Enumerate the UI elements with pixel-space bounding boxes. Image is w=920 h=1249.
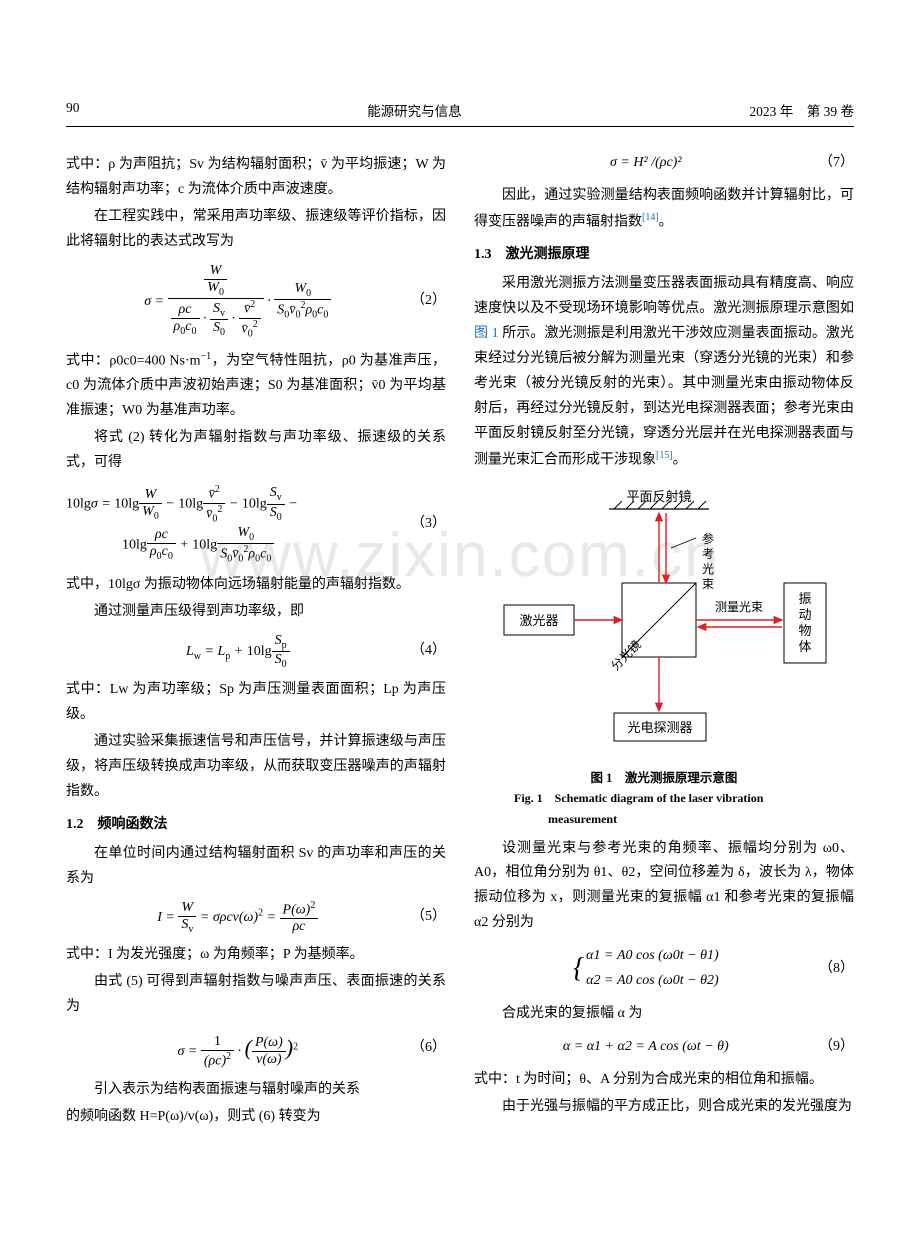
body-text: 式中，10lgσ 为振动物体向远场辐射能量的声辐射指数。 bbox=[66, 573, 446, 598]
body-text: 设测量光束与参考光束的角频率、振幅均分别为 ω0、A0，相位角分别为 θ1、θ2… bbox=[474, 837, 854, 937]
citation-ref: [15] bbox=[656, 450, 673, 461]
two-column-body: 式中：ρ 为声阻抗；Sv 为结构辐射面积；v̄ 为平均振速；W 为结构辐射声功率… bbox=[66, 151, 854, 1130]
figure-ref: 图 1 bbox=[474, 326, 502, 341]
citation-ref: [14] bbox=[642, 212, 659, 223]
svg-text:物: 物 bbox=[798, 623, 811, 638]
equation-4: Lw = Lp + 10lgSpS0 （4） bbox=[66, 633, 446, 671]
equation-5: I = WSv = σρcv(ω)2 = P(ω)2ρc （5） bbox=[66, 900, 446, 936]
body-text: 将式 (2) 转化为声辐射指数与声功率级、振速级的关系式，可得 bbox=[66, 426, 446, 476]
equation-3: 10lgσ = 10lgWW0 − 10lgv̄2v̄02 − 10lgSvS0… bbox=[66, 484, 446, 565]
body-text: 由式 (5) 可得到声辐射指数与噪声声压、表面振速的关系为 bbox=[66, 970, 446, 1020]
body-text: 式中：ρ 为声阻抗；Sv 为结构辐射面积；v̄ 为平均振速；W 为结构辐射声功率… bbox=[66, 153, 446, 203]
equation-number: （7） bbox=[798, 151, 854, 176]
figure-caption-cn: 图 1 激光测振原理示意图 bbox=[474, 769, 854, 788]
svg-text:振: 振 bbox=[798, 591, 811, 606]
body-text: 采用激光测振方法测量变压器表面振动具有精度高、响应速度快以及不受现场环境影响等优… bbox=[474, 272, 854, 473]
svg-text:动: 动 bbox=[798, 607, 811, 622]
svg-text:考: 考 bbox=[702, 547, 714, 561]
equation-number: （4） bbox=[390, 639, 446, 664]
equation-number: （6） bbox=[390, 1036, 446, 1061]
body-text: 通过实验采集振速信号和声压信号，并计算振速级与声压级，将声压级转换成声功率级，从… bbox=[66, 730, 446, 805]
body-text: 由于光强与振幅的平方成正比，则合成光束的发光强度为 bbox=[474, 1095, 854, 1120]
fig-label-splitter: 分光镜 bbox=[608, 637, 644, 673]
body-text: 式中：I 为发光强度；ω 为角频率；P 为基频率。 bbox=[66, 943, 446, 968]
equation-number: （2） bbox=[390, 289, 446, 314]
body-text: 式中：Lw 为声功率级；Sp 为声压测量表面面积；Lp 为声压级。 bbox=[66, 678, 446, 728]
body-text: 引入表示为结构表面振速与辐射噪声的关系 bbox=[66, 1078, 446, 1103]
fig-label-meas-beam: 测量光束 bbox=[715, 600, 763, 614]
body-text: 在工程实践中，常采用声功率级、振速级等评价指标，因此将辐射比的表达式改写为 bbox=[66, 205, 446, 255]
section-heading: 1.2 频响函数法 bbox=[66, 813, 446, 838]
body-text: 通过测量声压级得到声功率级，即 bbox=[66, 600, 446, 625]
svg-text:束: 束 bbox=[702, 577, 714, 591]
body-text: 合成光束的复振幅 α 为 bbox=[474, 1002, 854, 1027]
figure-1: 平面反射镜 分光镜 激光器 振 动 物 bbox=[474, 483, 854, 830]
equation-number: （3） bbox=[390, 512, 446, 537]
fig-label-detector: 光电探测器 bbox=[627, 720, 692, 735]
body-text: 因此，通过实验测量结构表面频响函数并计算辐射比，可得变压器噪声的声辐射指数[14… bbox=[474, 184, 854, 235]
equation-number: （9） bbox=[798, 1035, 854, 1060]
figure-1-svg: 平面反射镜 分光镜 激光器 振 动 物 bbox=[474, 483, 844, 753]
equation-7: σ = H² /(ρc)² （7） bbox=[474, 151, 854, 176]
equation-6: σ = 1(ρc)2 · (P(ω)v(ω))2 （6） bbox=[66, 1028, 446, 1070]
equation-number: （8） bbox=[798, 957, 854, 982]
svg-text:光: 光 bbox=[702, 562, 714, 576]
equation-8: { α1 = A0 cos (ω0t − θ1) α2 = A0 cos (ω0… bbox=[474, 944, 854, 994]
section-heading: 1.3 激光测振原理 bbox=[474, 243, 854, 268]
journal-title: 能源研究与信息 bbox=[367, 100, 462, 120]
equation-2: σ = WW0 ρcρ0c0 · SvS0 · v̄2v̄02 · W0S0v̄… bbox=[66, 263, 446, 340]
page-number: 90 bbox=[66, 100, 80, 120]
page-content: 90 能源研究与信息 2023 年 第 39 卷 式中：ρ 为声阻抗；Sv 为结… bbox=[0, 0, 920, 1160]
fig-label-laser: 激光器 bbox=[519, 613, 558, 628]
figure-caption-en: Fig. 1 Schematic diagram of the laser vi… bbox=[514, 788, 834, 831]
equation-number: （5） bbox=[390, 905, 446, 930]
year-volume: 2023 年 第 39 卷 bbox=[749, 100, 854, 120]
equation-9: α = α1 + α2 = A cos (ωt − θ) （9） bbox=[474, 1035, 854, 1060]
body-text: 的频响函数 H=P(ω)/v(ω)，则式 (6) 转变为 bbox=[66, 1105, 446, 1130]
body-text: 式中：ρ0c0=400 Ns·m−1，为空气特性阻抗，ρ0 为基准声压，c0 为… bbox=[66, 348, 446, 424]
body-text: 在单位时间内通过结构辐射面积 Sv 的声功率和声压的关系为 bbox=[66, 842, 446, 892]
svg-text:体: 体 bbox=[798, 639, 811, 654]
svg-text:参: 参 bbox=[702, 531, 714, 546]
body-text: 式中：t 为时间；θ、A 分别为合成光束的相位角和振幅。 bbox=[474, 1068, 854, 1093]
page-header: 90 能源研究与信息 2023 年 第 39 卷 bbox=[66, 100, 854, 127]
